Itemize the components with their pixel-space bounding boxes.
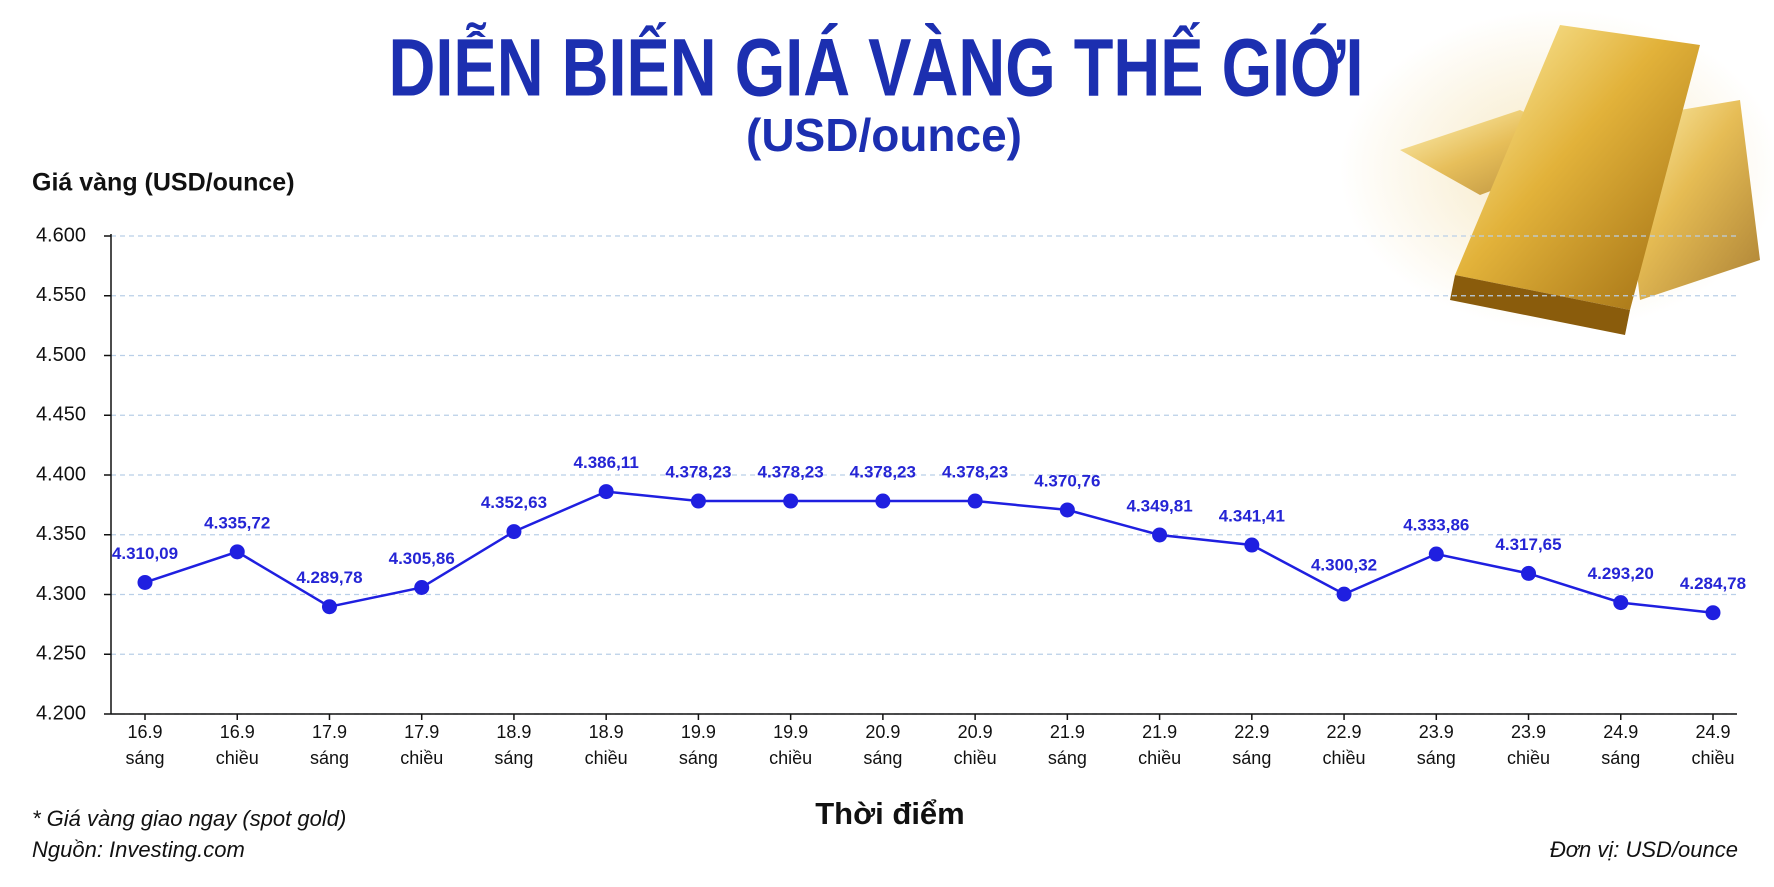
data-label: 4.349,81 — [1126, 496, 1192, 515]
data-label: 4.333,86 — [1403, 516, 1469, 535]
data-label: 4.378,23 — [758, 462, 824, 481]
x-tick-label: chiều — [1138, 748, 1181, 768]
chart-subtitle: (USD/ounce) — [746, 109, 1022, 161]
x-tick-label: chiều — [1691, 748, 1734, 768]
x-tick-label: chiều — [1323, 748, 1366, 768]
y-tick-label: 4.600 — [36, 224, 86, 246]
data-point — [1521, 565, 1537, 581]
data-point — [1152, 527, 1168, 543]
x-tick-label: chiều — [1507, 748, 1550, 768]
data-point — [783, 493, 799, 509]
data-label: 4.317,65 — [1495, 535, 1561, 554]
data-point — [1428, 546, 1444, 562]
data-point — [690, 493, 706, 509]
data-label: 4.341,41 — [1219, 506, 1285, 525]
data-point — [967, 493, 983, 509]
y-tick-label: 4.350 — [36, 523, 86, 545]
data-point — [414, 579, 430, 595]
x-tick-label: sáng — [494, 748, 533, 768]
y-tick-label: 4.250 — [36, 643, 86, 665]
x-tick-label: 16.9 — [127, 722, 162, 742]
y-tick-label: 4.300 — [36, 583, 86, 605]
unit-note: Đơn vị: USD/ounce — [1550, 837, 1738, 862]
data-label: 4.305,86 — [389, 549, 455, 568]
x-axis-label: Thời điểm — [815, 796, 965, 831]
x-tick-label: sáng — [125, 748, 164, 768]
data-label: 4.378,23 — [942, 462, 1008, 481]
y-tick-label: 4.450 — [36, 404, 86, 426]
chart-title: DIỄN BIẾN GIÁ VÀNG THẾ GIỚI — [389, 23, 1364, 114]
data-point — [321, 599, 337, 615]
y-tick-label: 4.550 — [36, 284, 86, 306]
data-point — [137, 574, 153, 590]
data-point — [506, 524, 522, 540]
x-tick-label: 23.9 — [1419, 722, 1454, 742]
x-tick-label: chiều — [216, 748, 259, 768]
x-tick-label: 18.9 — [589, 722, 624, 742]
x-tick-label: 16.9 — [220, 722, 255, 742]
data-point — [598, 484, 614, 500]
data-point — [875, 493, 891, 509]
x-tick-label: sáng — [310, 748, 349, 768]
x-tick-label: chiều — [585, 748, 628, 768]
x-tick-label: sáng — [863, 748, 902, 768]
x-tick-label: 18.9 — [496, 722, 531, 742]
data-point — [1244, 537, 1260, 553]
data-label: 4.284,78 — [1680, 574, 1746, 593]
x-tick-label: 23.9 — [1511, 722, 1546, 742]
data-label: 4.378,23 — [850, 462, 916, 481]
x-tick-label: 24.9 — [1695, 722, 1730, 742]
x-tick-label: 20.9 — [958, 722, 993, 742]
data-point — [1336, 586, 1352, 602]
x-tick-label: 21.9 — [1142, 722, 1177, 742]
data-label: 4.310,09 — [112, 544, 178, 563]
x-tick-label: sáng — [1417, 748, 1456, 768]
x-tick-label: 24.9 — [1603, 722, 1638, 742]
x-tick-label: 19.9 — [681, 722, 716, 742]
data-label: 4.386,11 — [574, 453, 639, 472]
data-point — [1059, 502, 1075, 518]
data-label: 4.370,76 — [1034, 471, 1100, 490]
data-label: 4.293,20 — [1588, 564, 1654, 583]
gold-bar-image — [1340, 10, 1774, 335]
footnote: * Giá vàng giao ngay (spot gold) — [32, 806, 346, 831]
data-line — [144, 490, 1714, 614]
y-tick-label: 4.200 — [36, 702, 86, 724]
data-label: 4.352,63 — [481, 493, 547, 512]
data-label: 4.289,78 — [296, 568, 362, 587]
x-tick-label: chiều — [400, 748, 443, 768]
x-tick-label: 22.9 — [1327, 722, 1362, 742]
data-point — [1705, 605, 1721, 621]
x-tick-label: chiều — [769, 748, 812, 768]
data-label: 4.335,72 — [204, 513, 270, 532]
x-tick-label: 20.9 — [865, 722, 900, 742]
x-tick-label: 21.9 — [1050, 722, 1085, 742]
x-tick-label: 17.9 — [404, 722, 439, 742]
y-tick-label: 4.500 — [36, 344, 86, 366]
data-label: 4.378,23 — [665, 462, 731, 481]
data-point — [1613, 595, 1629, 611]
y-axis-label: Giá vàng (USD/ounce) — [32, 169, 295, 197]
data-label: 4.300,32 — [1311, 556, 1377, 575]
x-tick-label: 17.9 — [312, 722, 347, 742]
source-note: Nguồn: Investing.com — [32, 837, 245, 862]
x-tick-label: sáng — [1048, 748, 1087, 768]
x-tick-label: chiều — [954, 748, 997, 768]
x-tick-label: sáng — [679, 748, 718, 768]
y-tick-label: 4.400 — [36, 463, 86, 485]
x-tick-label: sáng — [1601, 748, 1640, 768]
x-tick-label: 19.9 — [773, 722, 808, 742]
x-tick-label: 22.9 — [1234, 722, 1269, 742]
x-tick-label: sáng — [1232, 748, 1271, 768]
data-point — [229, 544, 245, 560]
